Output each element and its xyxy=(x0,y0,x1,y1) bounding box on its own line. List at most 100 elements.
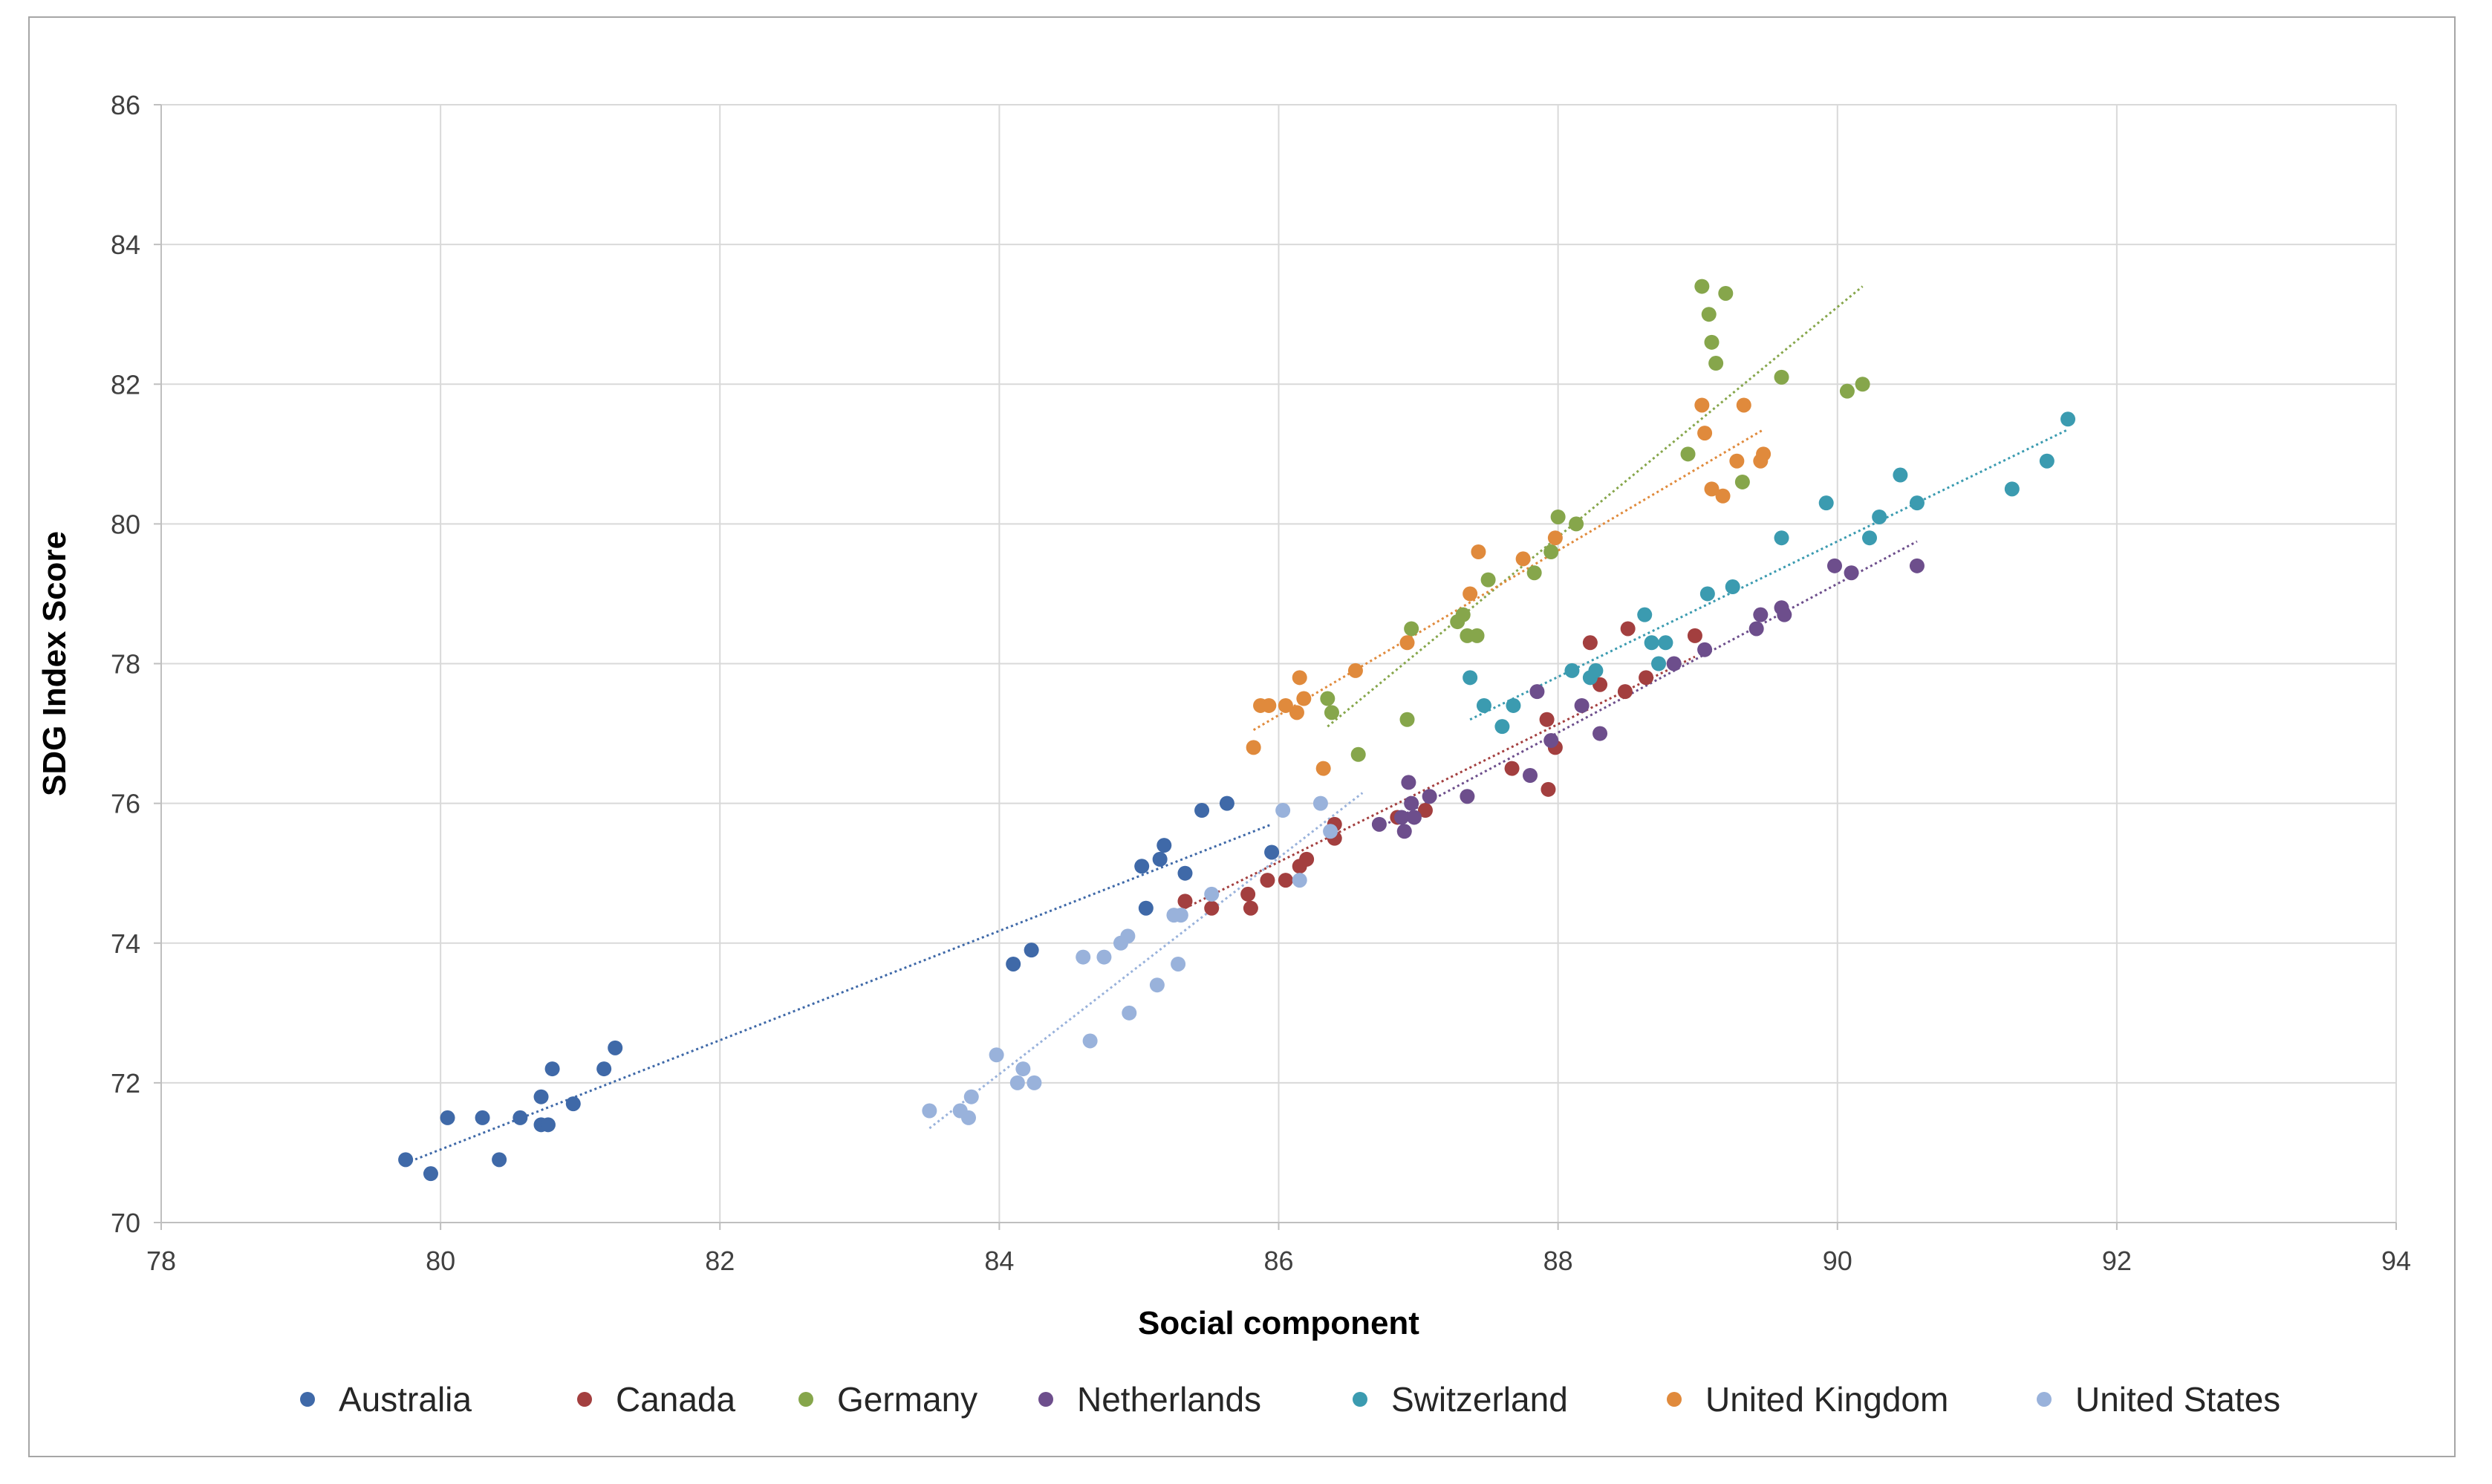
data-point xyxy=(1715,488,1731,504)
data-point xyxy=(1422,789,1437,804)
x-tick-label: 78 xyxy=(146,1246,176,1276)
x-tick-label: 82 xyxy=(705,1246,735,1276)
y-axis-title: SDG Index Score xyxy=(36,531,73,796)
data-point xyxy=(1152,851,1168,867)
series-united-states xyxy=(922,795,1338,1125)
data-point xyxy=(533,1089,549,1104)
data-point xyxy=(1015,1061,1031,1077)
data-point xyxy=(2004,481,2020,497)
y-tick-label: 82 xyxy=(111,369,140,400)
data-point xyxy=(1872,509,1887,524)
data-point xyxy=(1219,795,1234,811)
data-point xyxy=(1582,635,1598,651)
data-point xyxy=(1708,356,1724,371)
legend-item: Netherlands xyxy=(1038,1380,1261,1419)
trendline-germany xyxy=(1327,285,1864,728)
data-point xyxy=(1404,621,1419,637)
data-point xyxy=(1862,530,1878,546)
data-point xyxy=(1909,495,1925,511)
data-point xyxy=(1204,886,1220,902)
data-point xyxy=(1777,607,1792,622)
data-point xyxy=(1246,740,1261,755)
data-point xyxy=(1753,607,1769,622)
data-point xyxy=(1396,824,1412,839)
data-point xyxy=(398,1152,414,1168)
data-point xyxy=(1574,697,1590,713)
data-point xyxy=(1082,1033,1098,1049)
y-tick-label: 80 xyxy=(111,509,140,539)
data-point xyxy=(1156,838,1172,853)
data-point xyxy=(1658,635,1673,651)
data-point xyxy=(1299,851,1315,867)
data-point xyxy=(1694,279,1710,294)
data-point xyxy=(1275,803,1291,819)
data-point xyxy=(1855,377,1870,392)
data-point xyxy=(1204,900,1220,916)
data-point xyxy=(596,1061,612,1077)
series-germany xyxy=(1320,279,1870,762)
data-point xyxy=(2060,411,2076,427)
data-point xyxy=(1406,810,1422,825)
data-point xyxy=(544,1061,560,1077)
data-point xyxy=(1818,495,1834,511)
data-point xyxy=(1260,873,1275,888)
data-point xyxy=(565,1096,581,1112)
legend: Australia Canada Germany Netherlands Switzer… xyxy=(300,1380,2280,1419)
data-point xyxy=(1171,956,1186,972)
x-tick-label: 88 xyxy=(1543,1246,1573,1276)
data-point xyxy=(1009,1075,1025,1090)
data-point xyxy=(1024,943,1039,958)
x-tick-label: 92 xyxy=(2102,1246,2132,1276)
data-point xyxy=(1347,663,1363,678)
data-point xyxy=(1173,908,1188,923)
data-point xyxy=(961,1110,977,1125)
data-point xyxy=(1296,691,1312,706)
data-point xyxy=(1666,656,1682,671)
data-point xyxy=(1149,977,1165,993)
trendline-australia xyxy=(405,823,1272,1165)
data-point xyxy=(1278,697,1293,713)
data-point xyxy=(1694,397,1710,413)
data-point xyxy=(423,1166,438,1182)
data-point xyxy=(1839,383,1855,399)
data-point xyxy=(922,1103,937,1119)
y-tick-label: 86 xyxy=(111,90,140,120)
data-point xyxy=(1404,795,1419,811)
data-point xyxy=(1539,712,1555,727)
x-tick-label: 86 xyxy=(1263,1246,1293,1276)
data-point xyxy=(1476,697,1491,713)
data-point xyxy=(1134,859,1150,874)
data-point xyxy=(1292,670,1307,686)
legend-marker xyxy=(1667,1392,1682,1407)
data-point xyxy=(1620,621,1636,637)
x-tick-label: 94 xyxy=(2381,1246,2411,1276)
legend-label: Canada xyxy=(616,1380,736,1419)
trendlines xyxy=(405,285,2069,1165)
legend-marker xyxy=(1038,1392,1053,1407)
legend-item: Australia xyxy=(300,1380,472,1419)
data-point xyxy=(1526,565,1542,581)
data-point xyxy=(1401,775,1416,790)
data-point xyxy=(963,1089,979,1104)
data-point xyxy=(2039,453,2055,469)
x-tick-label: 80 xyxy=(426,1246,455,1276)
legend-marker xyxy=(1353,1392,1367,1407)
trendline-united-kingdom xyxy=(1252,429,1764,732)
trendline-switzerland xyxy=(1469,429,2069,721)
trendline-united-states xyxy=(928,792,1364,1130)
data-point xyxy=(1177,894,1193,909)
data-point xyxy=(1324,705,1339,720)
data-point xyxy=(1729,453,1745,469)
data-point xyxy=(1463,670,1478,686)
data-point xyxy=(1399,635,1415,651)
data-point xyxy=(1471,544,1486,559)
data-point xyxy=(1543,544,1559,559)
x-axis-title: Social component xyxy=(1138,1305,1419,1341)
data-point xyxy=(440,1110,455,1125)
data-point xyxy=(1138,900,1154,916)
data-point xyxy=(1455,607,1471,622)
data-point xyxy=(608,1040,623,1055)
legend-label: United Kingdom xyxy=(1705,1380,1948,1419)
data-point xyxy=(1315,761,1331,776)
data-point xyxy=(989,1047,1004,1063)
